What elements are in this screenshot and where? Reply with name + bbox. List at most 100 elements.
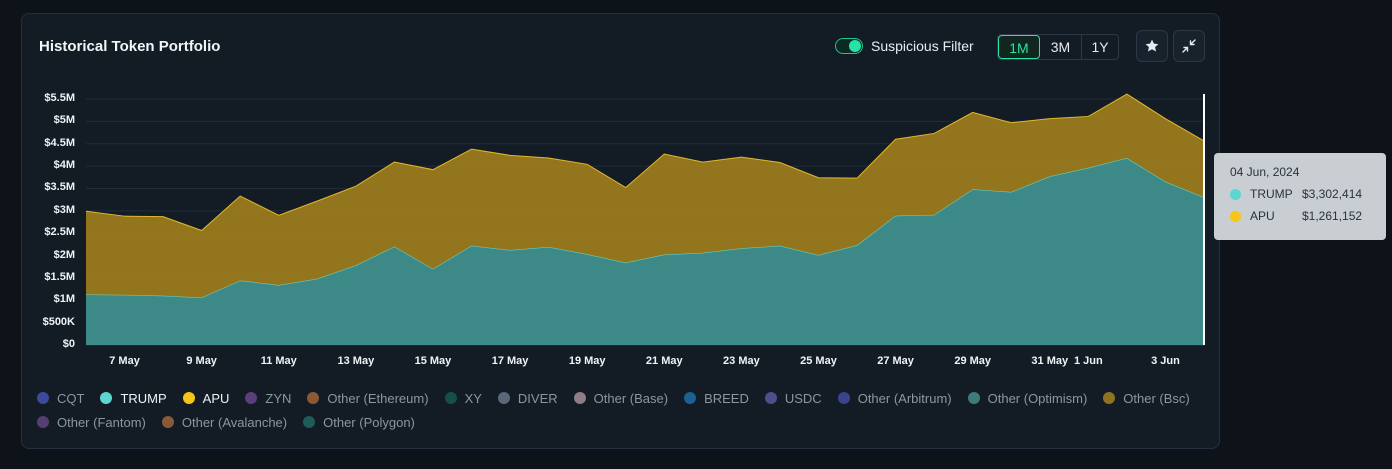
legend-label: Other (Arbitrum) — [857, 390, 952, 406]
tooltip-row-trump: TRUMP $3,302,414 — [1230, 187, 1370, 201]
range-1y-button[interactable]: 1Y — [1091, 39, 1109, 55]
x-tick-label: 31 May — [1031, 355, 1069, 367]
legend-item[interactable]: DIVER — [497, 388, 558, 408]
x-tick-label: 15 May — [414, 355, 452, 367]
legend-dot — [967, 392, 980, 404]
legend-label: Other (Base) — [593, 390, 669, 406]
legend-label: BREED — [704, 390, 749, 406]
tooltip-row-apu: APU $1,261,152 — [1230, 209, 1370, 223]
y-tick-label: $1M — [53, 293, 75, 306]
area-apu — [86, 94, 1204, 298]
legend-item[interactable]: BREED — [684, 388, 749, 408]
range-1m-button[interactable]: 1M — [998, 35, 1040, 59]
legend-dot — [161, 416, 174, 428]
legend-dot — [37, 416, 49, 428]
legend-item[interactable]: Other (Avalanche) — [161, 412, 288, 432]
x-tick-label: 17 May — [491, 355, 529, 367]
area-trump — [86, 158, 1204, 345]
legend-item[interactable]: TRUMP — [100, 388, 167, 408]
legend-item[interactable]: Other (Arbitrum) — [837, 388, 952, 408]
legend-label: Other (Optimism) — [987, 390, 1088, 406]
toggle-switch[interactable] — [835, 38, 863, 54]
legend-dot — [684, 392, 697, 404]
legend-item[interactable]: USDC — [764, 388, 822, 408]
legend-label: Other (Bsc) — [1123, 390, 1190, 406]
y-tick-label: $3.5M — [44, 181, 75, 194]
suspicious-filter-label: Suspicious Filter — [871, 38, 974, 54]
legend-label: USDC — [784, 390, 822, 406]
legend-dot — [37, 392, 49, 404]
tooltip-value-apu: $1,261,152 — [1302, 209, 1363, 223]
legend-dot — [245, 392, 258, 404]
legend-item[interactable]: Other (Base) — [573, 388, 669, 408]
legend-item[interactable]: CQT — [37, 388, 84, 408]
line-apu — [85, 93, 1205, 232]
legend-dot — [303, 416, 316, 428]
legend-dot — [444, 392, 457, 404]
x-tick-label: 13 May — [337, 355, 375, 367]
legend-dot — [182, 392, 195, 404]
legend-item[interactable]: ZYN — [245, 388, 291, 408]
y-tick-label: $500K — [42, 315, 75, 328]
chart-tooltip: 04 Jun, 2024 TRUMP $3,302,414 APU $1,261… — [1214, 153, 1386, 240]
legend-dot — [573, 392, 586, 404]
x-tick-label: 19 May — [568, 355, 606, 367]
legend-item[interactable]: Other (Fantom) — [37, 412, 146, 432]
legend-label: ZYN — [265, 390, 292, 406]
legend-item[interactable]: Other (Ethereum) — [307, 388, 429, 408]
x-tick-label: 29 May — [954, 355, 992, 367]
y-tick-label: $2M — [53, 248, 75, 261]
legend-label: TRUMP — [120, 390, 167, 406]
x-tick-label: 7 May — [109, 355, 140, 367]
legend-item[interactable]: Other (Optimism) — [967, 388, 1088, 408]
range-3m-button[interactable]: 3M — [1040, 35, 1082, 59]
legend-dot — [764, 392, 777, 404]
legend-label: APU — [202, 390, 230, 406]
y-tick-label: $1.5M — [44, 270, 75, 283]
x-tick-label: 27 May — [877, 355, 914, 367]
y-tick-label: $5.5M — [44, 92, 75, 104]
tooltip-dot-trump — [1230, 188, 1241, 200]
legend-dot — [100, 392, 113, 404]
chart-title: Historical Token Portfolio — [39, 38, 221, 55]
legend-dot — [307, 392, 320, 404]
legend-label: Other (Polygon) — [323, 414, 415, 430]
toggle-knob — [849, 40, 861, 52]
suspicious-filter-toggle[interactable]: Suspicious Filter — [835, 38, 974, 54]
y-tick-label: $3M — [53, 203, 75, 216]
star-icon — [1145, 39, 1159, 52]
legend-dot — [837, 392, 850, 404]
tooltip-name-apu: APU — [1250, 209, 1275, 223]
legend-item[interactable]: Other (Bsc) — [1103, 388, 1190, 408]
tooltip-name-trump: TRUMP — [1250, 187, 1293, 201]
legend-label: XY — [464, 390, 482, 406]
tooltip-value-trump: $3,302,414 — [1302, 187, 1363, 201]
tooltip-dot-apu — [1230, 210, 1241, 222]
x-tick-label: 9 May — [186, 355, 217, 367]
legend-item[interactable]: Other (Polygon) — [303, 412, 415, 432]
x-tick-label: 21 May — [645, 355, 683, 367]
x-tick-label: 11 May — [260, 355, 297, 367]
legend-item[interactable]: XY — [444, 388, 482, 408]
y-tick-label: $0 — [62, 338, 75, 350]
legend-dot — [497, 392, 510, 404]
tooltip-date: 04 Jun, 2024 — [1230, 165, 1300, 179]
collapse-icon — [1182, 39, 1196, 53]
legend-label: Other (Ethereum) — [327, 390, 429, 406]
x-tick-label: 1 Jun — [1073, 355, 1103, 367]
time-range-selector: 1M 3M 1Y — [997, 34, 1119, 60]
favorite-button[interactable] — [1136, 30, 1168, 62]
y-tick-label: $4M — [53, 159, 75, 172]
legend-item[interactable]: APU — [182, 388, 230, 408]
legend-label: Other (Fantom) — [57, 414, 146, 430]
collapse-button[interactable] — [1173, 30, 1205, 62]
legend-label: DIVER — [517, 390, 558, 406]
y-tick-label: $5M — [53, 114, 75, 127]
chart-legend: CQT TRUMP APU ZYN Other (Ethereum) XY DIVER Oth… — [37, 388, 1207, 436]
x-tick-label: 23 May — [723, 355, 760, 367]
legend-dot — [1103, 392, 1116, 404]
legend-label: Other (Avalanche) — [181, 414, 288, 430]
y-tick-label: $4.5M — [44, 136, 75, 149]
x-tick-label: 3 Jun — [1151, 355, 1180, 367]
